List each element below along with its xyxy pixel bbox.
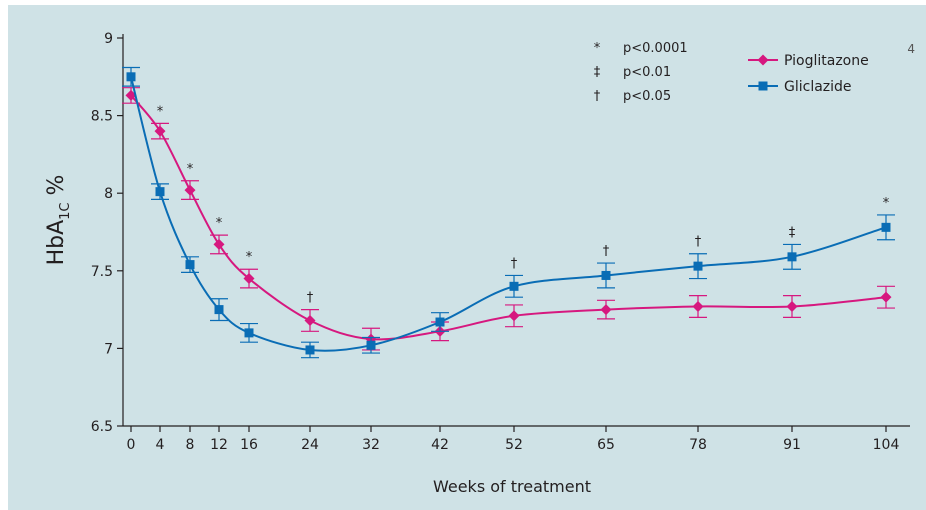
gliclazide-data-point xyxy=(435,317,445,327)
pioglitazone-data-point xyxy=(692,300,704,312)
gliclazide-data-point xyxy=(305,345,315,355)
y-axis-title-suffix: % xyxy=(44,175,69,203)
x-tick-label: 8 xyxy=(186,437,195,453)
significance-mark: ‡ xyxy=(789,225,796,240)
x-tick-label: 104 xyxy=(873,437,900,453)
significance-key-symbol: † xyxy=(594,89,601,104)
pioglitazone-data-point xyxy=(213,238,225,250)
gliclazide-series-line xyxy=(130,76,887,352)
significance-key-symbol: ‡ xyxy=(594,65,601,80)
significance-mark: † xyxy=(603,244,610,259)
y-tick-label: 7 xyxy=(104,341,113,357)
significance-mark: † xyxy=(307,291,314,306)
significance-key-label: p<0.05 xyxy=(623,89,671,104)
significance-mark: * xyxy=(246,250,253,265)
gliclazide-data-point xyxy=(185,260,195,270)
significance-key-label: p<0.0001 xyxy=(623,41,688,56)
significance-mark: † xyxy=(511,256,518,271)
x-tick-label: 42 xyxy=(431,437,449,453)
pioglitazone-series-line xyxy=(130,94,887,341)
pioglitazone-data-point xyxy=(600,304,612,316)
significance-mark: * xyxy=(216,216,223,231)
legend-label-gliclazide: Gliclazide xyxy=(784,79,852,95)
gliclazide-data-point xyxy=(881,222,891,232)
page-number: 4 xyxy=(907,42,915,56)
pioglitazone-data-point xyxy=(154,125,166,137)
pioglitazone-data-point xyxy=(880,291,892,303)
x-tick-label: 16 xyxy=(240,437,258,453)
y-axis-title: HbA1C % xyxy=(44,175,73,266)
pioglitazone-data-point xyxy=(304,314,316,326)
x-tick-label: 91 xyxy=(783,437,801,453)
y-tick-label: 8 xyxy=(104,186,113,202)
gliclazide-data-point xyxy=(693,261,703,271)
significance-mark: * xyxy=(883,196,890,211)
x-tick-label: 12 xyxy=(210,437,228,453)
x-axis-title: Weeks of treatment xyxy=(433,477,591,496)
y-axis-title-main: HbA xyxy=(44,220,69,266)
x-tick-label: 65 xyxy=(597,437,615,453)
significance-mark: † xyxy=(695,235,702,250)
pioglitazone-data-point xyxy=(786,300,798,312)
x-tick-label: 4 xyxy=(156,437,165,453)
significance-mark: * xyxy=(187,162,194,177)
significance-key-symbol: * xyxy=(594,41,601,56)
gliclazide-data-point xyxy=(214,305,224,315)
y-axis-title-subscript: 1C xyxy=(58,202,73,219)
legend-label-pioglitazone: Pioglitazone xyxy=(784,53,869,69)
pioglitazone-data-point xyxy=(184,184,196,196)
x-tick-label: 52 xyxy=(505,437,523,453)
chart-panel: HbA1C % Weeks of treatment 4 6.5 7 7.5 8 8.5… xyxy=(8,5,926,510)
gliclazide-data-point xyxy=(787,252,797,262)
significance-key-label: p<0.01 xyxy=(623,65,671,80)
x-tick-label: 0 xyxy=(127,437,136,453)
pioglitazone-data-point xyxy=(508,310,520,322)
gliclazide-data-point xyxy=(244,328,254,338)
gliclazide-legend-marker xyxy=(758,81,768,91)
y-tick-label: 7.5 xyxy=(91,264,113,280)
hba1c-line-chart: HbA1C % Weeks of treatment 4 6.5 7 7.5 8 8.5… xyxy=(44,31,915,496)
pioglitazone-data-point xyxy=(243,273,255,285)
x-tick-label: 24 xyxy=(301,437,319,453)
y-tick-label: 8.5 xyxy=(91,109,113,125)
gliclazide-data-point xyxy=(509,281,519,291)
x-tick-label: 78 xyxy=(689,437,707,453)
pioglitazone-legend-marker xyxy=(757,54,769,66)
pioglitazone-data-point xyxy=(125,89,137,101)
significance-mark: * xyxy=(157,104,164,119)
x-tick-label: 32 xyxy=(362,437,380,453)
gliclazide-data-point xyxy=(126,72,136,82)
gliclazide-data-point xyxy=(155,187,165,197)
gliclazide-data-point xyxy=(601,270,611,280)
y-tick-label: 6.5 xyxy=(91,419,113,435)
y-tick-label: 9 xyxy=(104,31,113,47)
gliclazide-data-point xyxy=(366,340,376,350)
